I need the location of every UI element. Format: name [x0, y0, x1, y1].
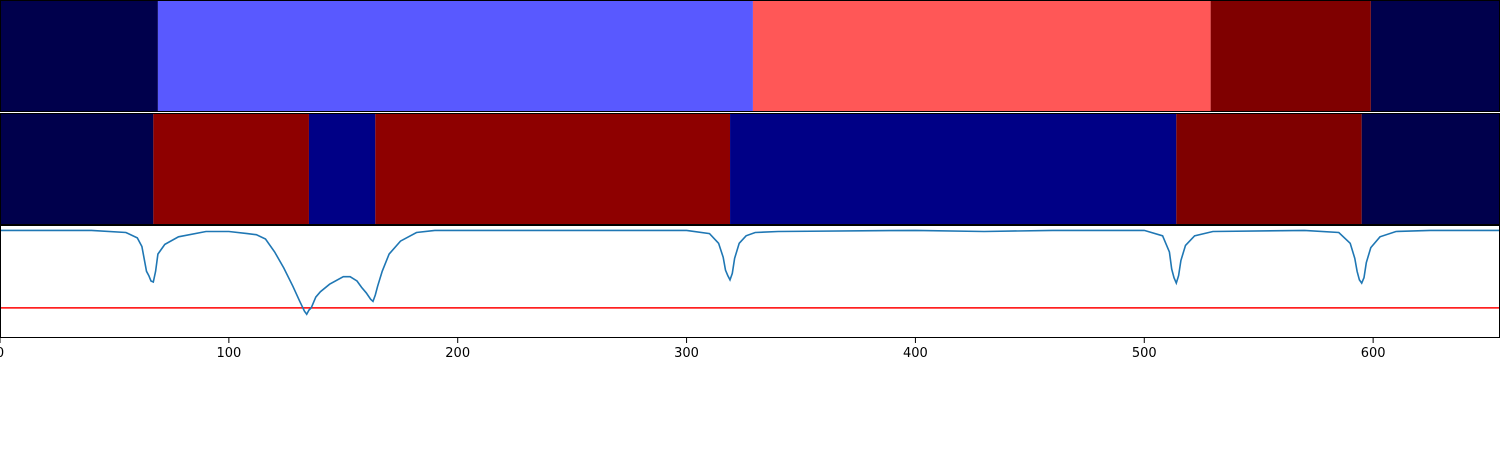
heatmap-segment [1370, 0, 1499, 112]
heatmap-segment [1210, 0, 1371, 112]
heatmap-segment [0, 113, 154, 225]
heatmap-segment [157, 0, 753, 112]
x-tick-label: 400 [903, 346, 928, 361]
x-tick-label: 300 [674, 346, 699, 361]
heatmap-segment [0, 0, 158, 112]
x-tick-label: 0 [0, 346, 4, 361]
x-tick-label: 100 [216, 346, 241, 361]
heatmap-segment [1361, 113, 1499, 225]
series-line [0, 229, 1499, 316]
heatmap-segment [752, 0, 1211, 112]
heatmap-segment [153, 113, 309, 225]
heatmap-segment [1176, 113, 1362, 225]
heatmap-segment [308, 113, 376, 225]
line-plot-panel [0, 225, 1500, 338]
heatmap-segment [375, 113, 731, 225]
plot-background [0, 225, 1500, 338]
x-tick-label: 500 [1132, 346, 1157, 361]
middle-heatmap-band [0, 113, 1500, 225]
x-tick-label: 200 [445, 346, 470, 361]
x-axis: 0 100 200 300 400 500 600 [0, 338, 1386, 361]
top-heatmap-band [0, 0, 1500, 112]
x-tick-label: 600 [1361, 346, 1386, 361]
heatmap-segment [730, 113, 1177, 225]
